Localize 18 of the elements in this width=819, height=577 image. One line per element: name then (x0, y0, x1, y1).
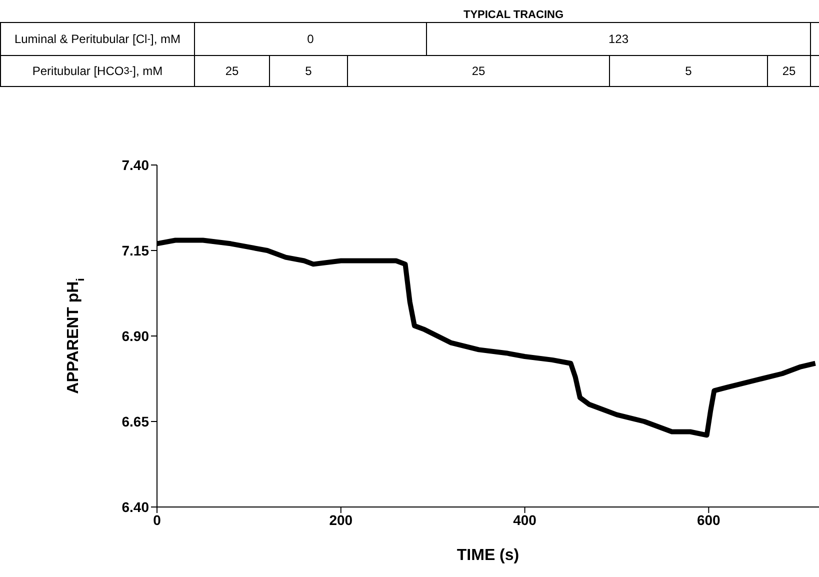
text: 25 (348, 56, 610, 86)
x-tick-label: 600 (696, 512, 721, 528)
x-tick-label: 0 (153, 512, 162, 528)
y-tick-label: 6.90 (122, 328, 150, 344)
y-tick-label: 7.15 (122, 242, 150, 258)
x-axis-title: TIME (s) (456, 547, 520, 564)
text: 5 (270, 56, 348, 86)
text: 0 (195, 23, 427, 55)
x-tick-label: 400 (513, 512, 537, 528)
x-tick-label: 200 (329, 512, 353, 528)
y-tick-label: 7.40 (122, 156, 150, 173)
chart-title: TYPICAL TRACING (462, 8, 565, 22)
text: 5 (610, 56, 768, 86)
text: 123 (427, 23, 811, 55)
text: 25 (195, 56, 270, 86)
y-tick-label: 6.65 (122, 413, 150, 430)
text: 25 (768, 56, 811, 86)
y-tick-label: 6.40 (122, 498, 150, 515)
